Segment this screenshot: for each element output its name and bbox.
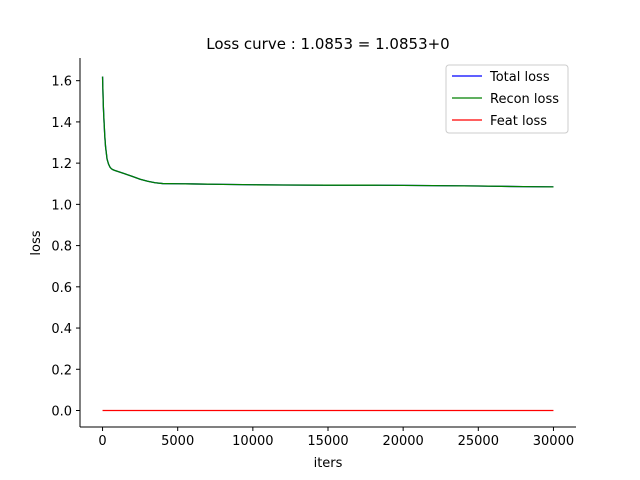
x-tick-label: 5000 (161, 434, 194, 449)
legend-frame (445, 64, 569, 134)
legend: Total loss Recon loss Feat loss (445, 64, 569, 134)
legend-label: Recon loss (490, 92, 559, 107)
x-axis-label: iters (314, 456, 343, 471)
y-tick-label: 0.2 (51, 363, 72, 378)
y-tick-label: 1.4 (51, 116, 72, 131)
x-tick-label: 10000 (232, 434, 273, 449)
y-tick-label: 1.6 (51, 75, 72, 90)
y-ticks: 0.0 0.2 0.4 0.6 0.8 1.0 1.2 1.4 1.6 (51, 75, 80, 420)
y-tick-label: 1.2 (51, 157, 72, 172)
legend-label: Feat loss (490, 114, 547, 129)
x-tick-label: 15000 (307, 434, 348, 449)
x-ticks: 0 5000 10000 15000 20000 25000 30000 (98, 427, 574, 449)
x-tick-label: 30000 (533, 434, 574, 449)
x-tick-label: 25000 (458, 434, 499, 449)
y-tick-label: 0.8 (51, 240, 72, 255)
plot-area (101, 76, 554, 412)
x-tick-label: 0 (98, 434, 106, 449)
y-tick-label: 0.0 (51, 405, 72, 420)
y-axis-label: loss (29, 230, 44, 255)
y-tick-label: 1.0 (51, 198, 72, 213)
legend-label: Total loss (489, 70, 550, 85)
chart-title: Loss curve : 1.0853 = 1.0853+0 (206, 35, 449, 53)
y-tick-label: 0.6 (51, 281, 72, 296)
y-tick-label: 0.4 (51, 322, 72, 337)
series-line-recon-loss (101, 76, 554, 188)
x-tick-label: 20000 (382, 434, 423, 449)
